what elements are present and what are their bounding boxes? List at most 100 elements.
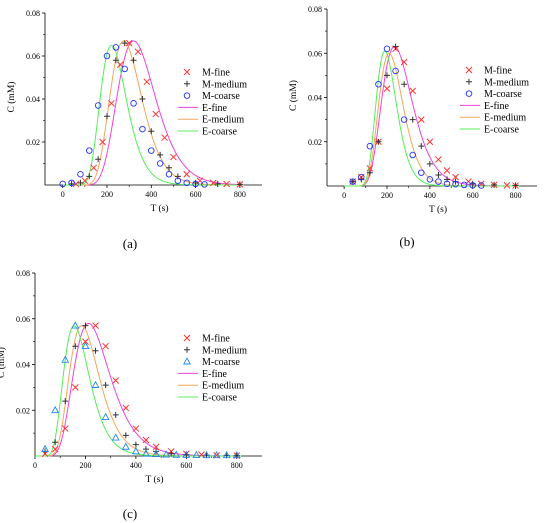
data-point: [166, 164, 172, 171]
data-point: [232, 450, 241, 459]
data-point: [392, 67, 399, 75]
data-point: [121, 40, 128, 47]
data-point: [152, 110, 160, 118]
data-point: [51, 445, 59, 453]
data-point: [61, 425, 69, 432]
x-tick-label: 400: [130, 461, 142, 470]
data-point: [392, 43, 399, 50]
data-point: [132, 425, 140, 432]
data-point: [51, 405, 60, 414]
data-point: [94, 102, 102, 109]
data-point: [71, 321, 80, 329]
x-tick-label: 200: [79, 461, 91, 470]
series-m-coarse: [41, 321, 241, 459]
legend-label: M-medium: [202, 345, 247, 356]
data-point: [92, 322, 99, 329]
data-point: [426, 160, 433, 167]
data-point: [418, 169, 425, 176]
y-tick-label: 0.08: [16, 269, 30, 278]
y-tick-label: 0.04: [308, 94, 322, 103]
data-point: [121, 442, 130, 450]
series-m-medium: [68, 40, 243, 188]
data-point: [72, 384, 79, 391]
data-point: [95, 156, 102, 163]
data-point: [112, 411, 119, 418]
data-point: [102, 342, 109, 350]
data-point: [366, 142, 374, 150]
chart-panel-1: 0 200 400 600 800 0.02 0.04 0.06 0.08 T (s) C (mM)…: [6, 9, 262, 251]
x-tick-label: 600: [190, 190, 202, 199]
legend-label: M-coarse: [202, 357, 240, 368]
data-point: [121, 65, 128, 73]
x-tick-label: 800: [234, 190, 246, 199]
data-point: [61, 355, 70, 363]
y-tick-label: 0.02: [16, 406, 30, 415]
data-point: [101, 412, 110, 420]
data-point: [469, 182, 476, 189]
chart-panel-3: 0 200 400 600 800 0.02 0.04 0.06 0.08 T (s) C (mM)…: [0, 269, 262, 521]
data-point: [435, 156, 442, 163]
data-point: [435, 178, 442, 185]
data-point: [108, 99, 115, 107]
data-point: [165, 170, 173, 178]
y-tick-label: 0.06: [26, 52, 40, 61]
data-point: [202, 450, 211, 459]
data-point: [152, 449, 161, 458]
data-point: [156, 160, 164, 167]
data-point: [112, 44, 120, 51]
data-point: [112, 377, 120, 384]
data-point: [443, 180, 451, 188]
legend-label: M-fine: [202, 334, 230, 345]
legend-label: M-coarse: [484, 89, 522, 100]
data-point: [148, 128, 155, 135]
data-point: [435, 171, 442, 178]
data-point: [477, 180, 485, 188]
data-point: [86, 173, 93, 180]
data-point: [452, 173, 459, 181]
data-point: [130, 100, 137, 107]
legend-label: E-medium: [202, 115, 244, 126]
chart-panel-2: 0 200 400 600 800 0.02 0.04 0.06 0.08 T (s) C (mM)…: [288, 5, 537, 249]
data-point: [68, 179, 75, 187]
fit-line-e-coarse: [344, 50, 520, 187]
data-point: [366, 169, 373, 176]
x-tick-label: 400: [145, 190, 157, 199]
data-point: [134, 48, 142, 56]
data-point: [349, 178, 356, 185]
data-point: [162, 450, 171, 458]
data-point: [130, 57, 137, 64]
data-point: [349, 178, 356, 185]
panel-label: (a): [123, 236, 137, 251]
x-tick-label: 600: [467, 191, 479, 200]
data-point: [209, 179, 217, 187]
data-point: [52, 439, 59, 446]
data-point: [443, 167, 451, 174]
legend-marker: [183, 68, 191, 76]
data-point: [122, 404, 130, 412]
data-point: [77, 170, 84, 178]
legend-marker: [465, 90, 473, 97]
data-point: [125, 39, 133, 47]
data-point: [131, 447, 140, 455]
data-point: [375, 80, 382, 88]
data-point: [418, 143, 425, 150]
data-point: [491, 181, 498, 188]
data-point: [201, 181, 208, 188]
data-point: [366, 164, 374, 172]
data-point: [86, 147, 93, 154]
x-tick-label: 800: [231, 461, 243, 470]
data-point: [139, 96, 146, 102]
y-tick-label: 0.08: [308, 5, 322, 14]
data-point: [142, 449, 150, 457]
data-point: [161, 134, 168, 142]
data-point: [172, 450, 181, 458]
data-point: [72, 343, 79, 350]
x-axis-label: T (s): [145, 474, 163, 485]
panel-label: (b): [399, 234, 414, 249]
data-point: [460, 181, 468, 189]
data-point: [426, 176, 434, 183]
data-point: [92, 347, 99, 354]
y-tick-label: 0.02: [308, 138, 322, 147]
legend-marker: [183, 357, 191, 365]
